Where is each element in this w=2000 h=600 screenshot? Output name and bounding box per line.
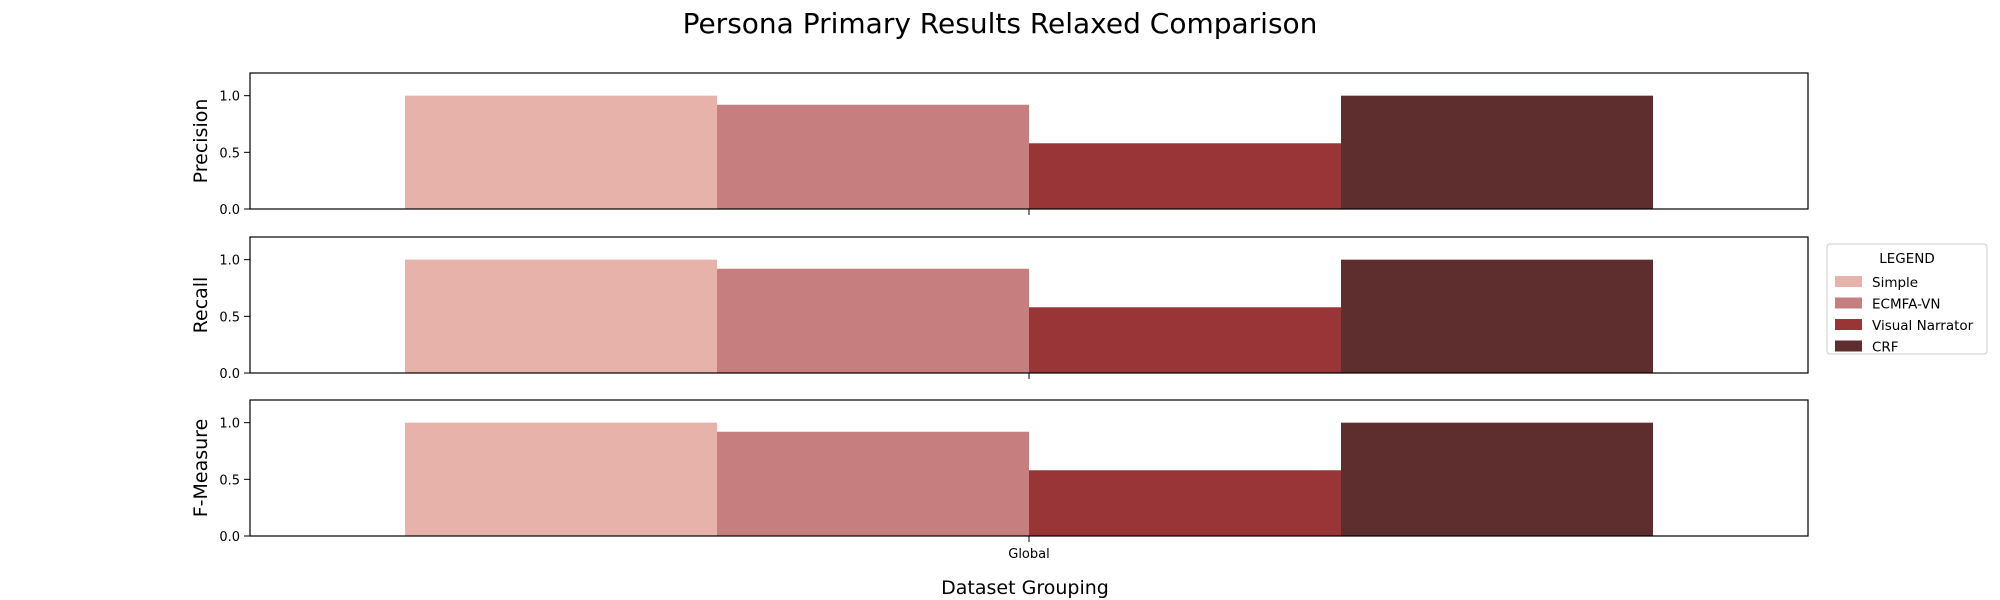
bar-visual-narrator — [1029, 470, 1341, 536]
y-axis-label: Recall — [190, 277, 212, 334]
y-tick-label: 1.0 — [219, 90, 240, 105]
legend-swatch — [1835, 276, 1862, 287]
legend-swatch — [1835, 319, 1862, 330]
bar-crf — [1341, 259, 1653, 373]
panel-precision: 0.0 0.5 1.0 Precision — [190, 72, 1809, 218]
y-tick-label: 0.0 — [219, 367, 240, 382]
legend-title: LEGEND — [1879, 251, 1935, 267]
y-tick-label: 0.5 — [219, 310, 240, 325]
y-tick-label: 1.0 — [219, 254, 240, 269]
bar-crf — [1341, 422, 1653, 536]
x-tick-label: Global — [1008, 547, 1049, 562]
y-axis-label: F-Measure — [190, 419, 212, 518]
legend-box — [1826, 243, 1988, 355]
legend-swatch — [1835, 297, 1862, 309]
bar-simple — [405, 95, 717, 209]
bar-visual-narrator — [1029, 307, 1341, 373]
legend: LEGEND Simple ECMFA-VN Visual Narrator CRF — [1826, 243, 1988, 356]
y-tick-label: 0.0 — [219, 203, 240, 218]
bar-ecmfa-vn — [717, 431, 1029, 536]
y-tick-label: 0.0 — [219, 530, 240, 545]
y-tick-label: 0.5 — [219, 473, 240, 488]
legend-label: ECMFA-VN — [1872, 297, 1940, 313]
y-tick-label: 1.0 — [219, 417, 240, 432]
x-axis-label: Dataset Grouping — [941, 577, 1109, 599]
panel-f-measure: 0.0 0.5 1.0 F-Measure Global — [190, 399, 1809, 562]
bar-crf — [1341, 95, 1653, 209]
bar-simple — [405, 259, 717, 373]
bar-simple — [405, 422, 717, 536]
legend-swatch — [1835, 340, 1862, 352]
panels: 0.0 0.5 1.0 Precision 0.0 0.5 1.0 Recall 0.0 0.5 1… — [190, 72, 1809, 562]
legend-label: CRF — [1872, 340, 1899, 356]
legend-label: Simple — [1872, 275, 1918, 291]
bar-visual-narrator — [1029, 143, 1341, 209]
y-tick-label: 0.5 — [219, 146, 240, 161]
y-axis-label: Precision — [190, 99, 212, 184]
bar-ecmfa-vn — [717, 268, 1029, 373]
chart-title: Persona Primary Results Relaxed Comparis… — [683, 7, 1318, 40]
legend-label: Visual Narrator — [1872, 318, 1974, 334]
bar-ecmfa-vn — [717, 104, 1029, 209]
panel-recall: 0.0 0.5 1.0 Recall — [190, 236, 1809, 382]
